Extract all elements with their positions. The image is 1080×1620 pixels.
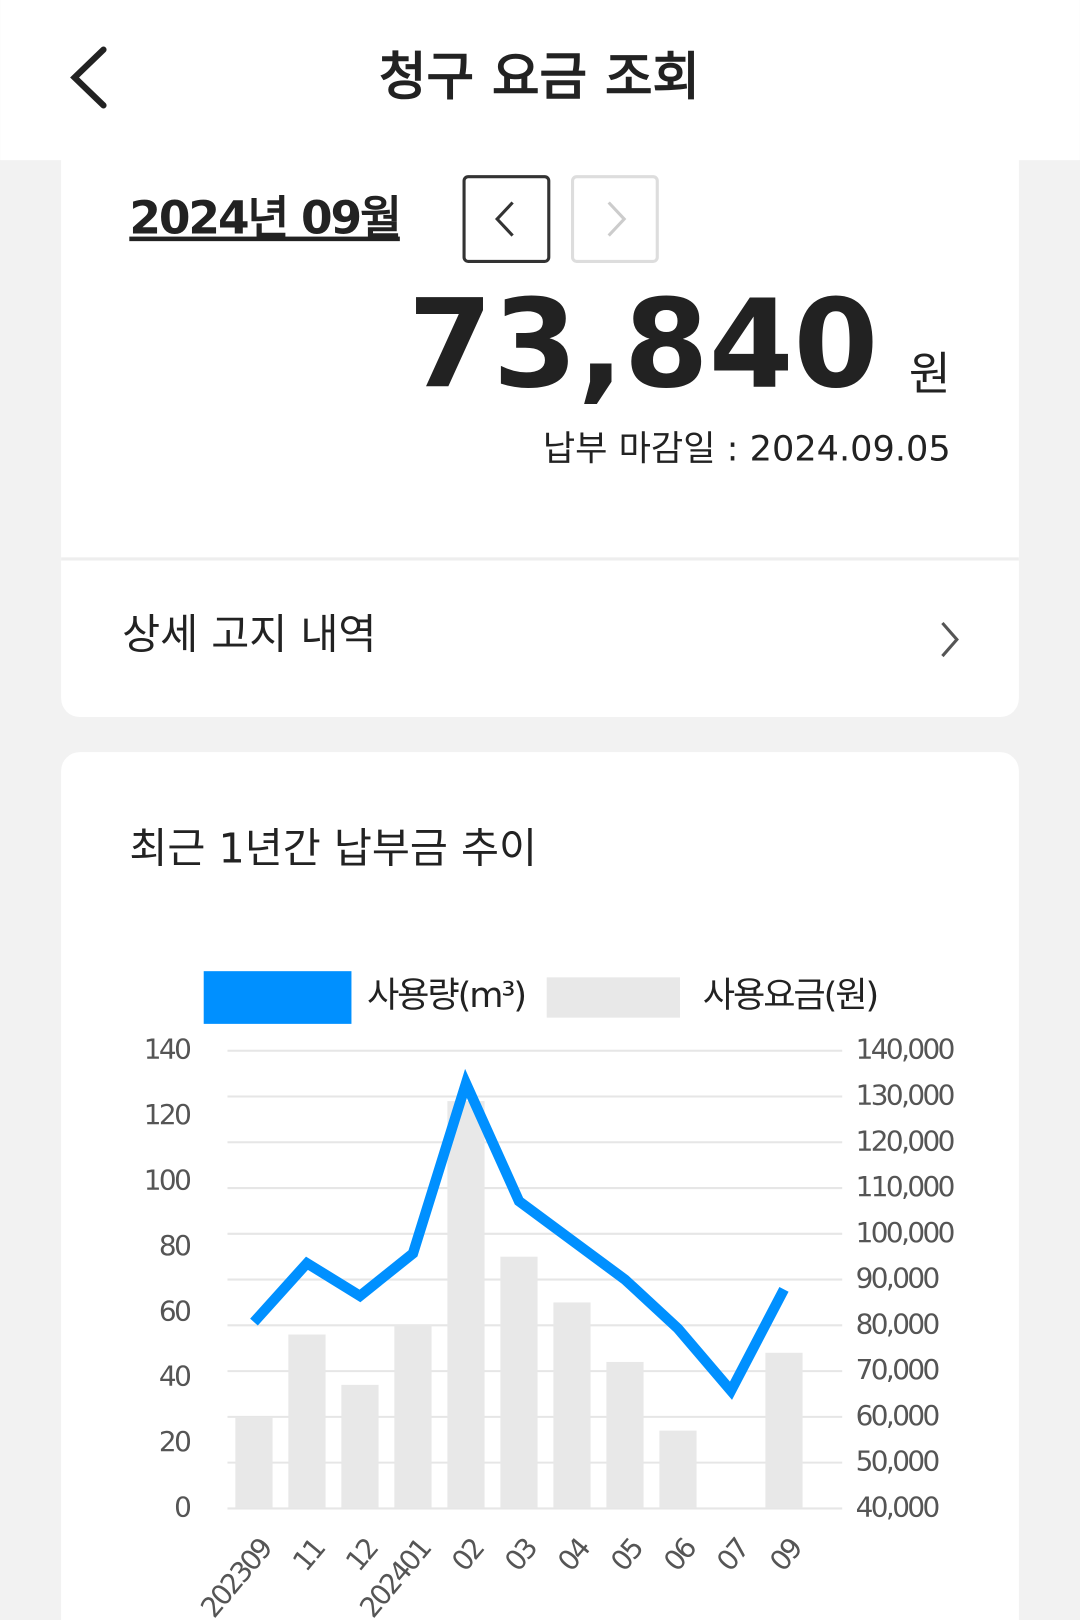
y-tick-label: 40	[159, 1360, 190, 1393]
y2-tick-label: 130,000	[856, 1078, 954, 1111]
bar	[341, 1384, 379, 1509]
y2-tick-label: 70,000	[856, 1353, 939, 1386]
due-date: 납부 마감일 : 2024.09.05	[543, 428, 951, 469]
bar	[659, 1430, 697, 1509]
chart: 0 20 40 60 80 100 120 140 40,000 50,000 60,000 70,0…	[144, 971, 956, 1620]
bill-unit: 원	[909, 348, 951, 401]
legend-label: 사용량(m³)	[367, 975, 525, 1016]
bar	[553, 1302, 591, 1509]
y-tick-label: 0	[174, 1490, 190, 1523]
y-tick-label: 100	[144, 1163, 190, 1196]
bar	[500, 1256, 538, 1509]
y2-tick-label: 60,000	[856, 1399, 939, 1432]
bar	[606, 1361, 644, 1509]
y2-tick-label: 50,000	[856, 1445, 939, 1478]
header	[0, 0, 1080, 161]
y2-tick-label: 90,000	[856, 1262, 939, 1295]
bill-amount: 73,840	[408, 274, 878, 416]
bar	[394, 1325, 432, 1509]
legend-label: 사용요금(원)	[703, 975, 877, 1016]
back-button[interactable]	[70, 46, 107, 109]
y-tick-label: 60	[159, 1294, 190, 1327]
bar	[288, 1334, 326, 1509]
bar	[235, 1416, 273, 1509]
y-tick-label: 80	[159, 1229, 190, 1262]
y2-tick-label: 40,000	[856, 1490, 939, 1523]
bill-month[interactable]: 2024년 09월	[129, 192, 402, 245]
next-month[interactable]	[570, 175, 659, 263]
y-tick-label: 20	[159, 1425, 190, 1458]
line	[250, 1068, 789, 1400]
y2-tick-label: 80,000	[856, 1307, 939, 1340]
y2-tick-label: 110,000	[856, 1170, 954, 1203]
y2-tick-label: 140,000	[856, 1033, 954, 1066]
chart-title: 최근 1년간 납부금 추이	[129, 824, 537, 872]
bar	[765, 1352, 803, 1509]
detail-link: 상세 고지 내역	[122, 610, 376, 658]
chevron	[941, 621, 959, 658]
prev-icon	[494, 201, 514, 237]
y2-tick-label: 100,000	[856, 1216, 954, 1249]
next-icon	[607, 201, 627, 237]
bill-card	[61, 103, 1019, 718]
prev-month[interactable]	[462, 175, 551, 263]
legend-swatch	[546, 977, 680, 1018]
bar	[447, 1101, 485, 1509]
y2-tick-label: 120,000	[856, 1124, 954, 1157]
next-box	[570, 175, 659, 263]
y-tick-label: 140	[144, 1033, 190, 1066]
prev-box	[462, 175, 551, 263]
y-tick-label: 120	[144, 1098, 190, 1131]
legend-swatch	[203, 971, 352, 1024]
detail-row[interactable]: 상세 고지 내역	[122, 610, 959, 658]
page-title: 청구 요금 조회	[379, 48, 700, 108]
